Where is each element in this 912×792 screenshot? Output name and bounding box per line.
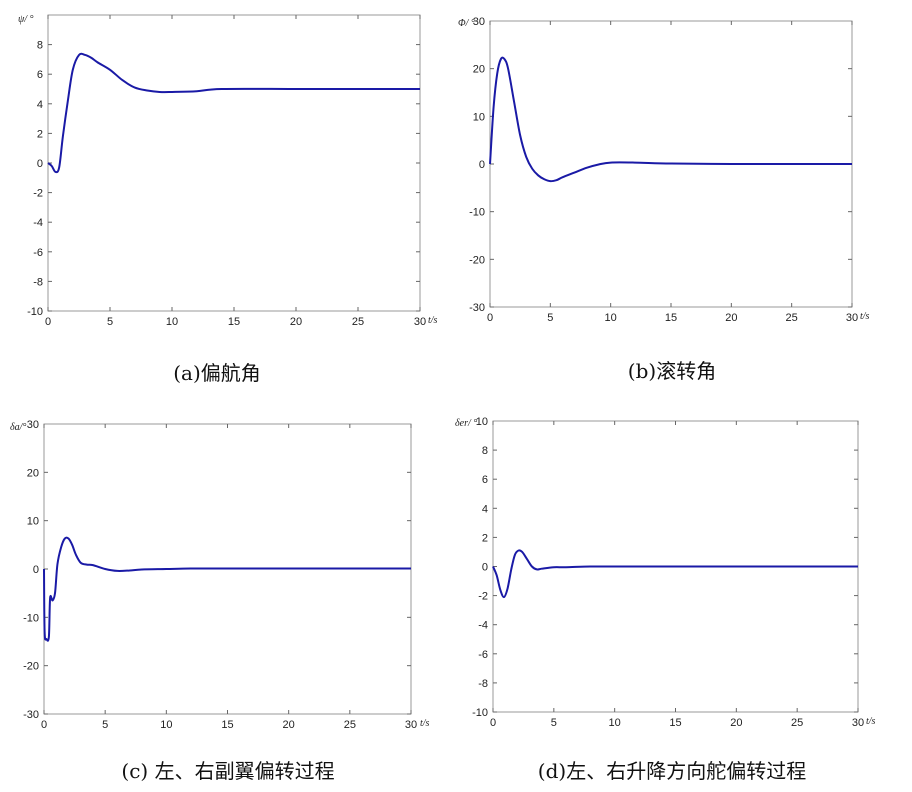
y-tick-label: 2 <box>482 532 488 544</box>
y-tick-label: -2 <box>478 591 488 603</box>
x-tick-label: 5 <box>102 719 108 731</box>
x-axis-label: t/s <box>420 718 430 729</box>
x-tick-label: 0 <box>487 312 493 324</box>
y-tick-label: 0 <box>482 562 488 574</box>
y-tick-label: 10 <box>476 416 488 428</box>
y-tick-label: 20 <box>473 64 485 76</box>
y-tick-label: 30 <box>27 419 39 431</box>
y-tick-label: -30 <box>469 302 485 314</box>
y-tick-label: -20 <box>23 661 39 673</box>
x-tick-label: 20 <box>725 312 737 324</box>
x-tick-label: 5 <box>107 316 113 328</box>
x-tick-label: 5 <box>551 717 557 729</box>
y-tick-label: 6 <box>37 69 43 81</box>
x-tick-label: 10 <box>605 312 617 324</box>
y-tick-label: 0 <box>33 564 39 576</box>
x-tick-label: 0 <box>41 719 47 731</box>
x-tick-label: 0 <box>45 316 51 328</box>
chart-caption: (c) 左、右副翼偏转过程 <box>121 759 334 783</box>
chart-panel-0: 0 5 10 15 20 25 30 -10 -8 -6 -4 -2 0 2 4 6 8 ψ/ ° t/s (a)偏航… <box>18 14 438 385</box>
y-tick-label: -8 <box>33 276 43 288</box>
y-tick-label: -8 <box>478 678 488 690</box>
y-axis-label: ψ/ ° <box>18 14 34 25</box>
y-tick-label: -10 <box>469 207 485 219</box>
x-tick-label: 15 <box>228 316 240 328</box>
y-axis-label: δer/ ° <box>455 418 477 429</box>
y-tick-label: -4 <box>478 620 488 632</box>
plot-area <box>47 14 421 312</box>
y-tick-label: 10 <box>473 111 485 123</box>
chart-caption: (b)滚转角 <box>628 359 716 383</box>
x-tick-label: 30 <box>846 312 858 324</box>
y-tick-label: 6 <box>482 474 488 486</box>
x-tick-label: 10 <box>609 717 621 729</box>
y-tick-label: -6 <box>33 247 43 259</box>
y-tick-label: 10 <box>27 516 39 528</box>
y-tick-label: -10 <box>23 612 39 624</box>
x-tick-label: 25 <box>791 717 803 729</box>
x-tick-label: 15 <box>669 717 681 729</box>
x-tick-label: 15 <box>221 719 233 731</box>
x-tick-label: 10 <box>166 316 178 328</box>
x-axis-label: t/s <box>428 315 438 326</box>
y-tick-label: -10 <box>27 306 43 318</box>
y-tick-label: -30 <box>23 709 39 721</box>
y-tick-label: 4 <box>37 99 43 111</box>
y-tick-label: 4 <box>482 503 488 515</box>
x-tick-label: 10 <box>160 719 172 731</box>
chart-caption: (a)偏航角 <box>173 361 261 385</box>
x-tick-label: 15 <box>665 312 677 324</box>
y-axis-label: Φ/ ° <box>458 18 475 29</box>
x-axis-label: t/s <box>860 311 870 322</box>
y-tick-label: -6 <box>478 649 488 661</box>
x-tick-label: 5 <box>547 312 553 324</box>
x-tick-label: 30 <box>852 717 864 729</box>
chart-caption: (d)左、右升降方向舵偏转过程 <box>538 759 806 783</box>
x-tick-label: 0 <box>490 717 496 729</box>
series-line-0 <box>47 52 420 174</box>
x-tick-label: 20 <box>283 719 295 731</box>
y-tick-label: -2 <box>33 188 43 200</box>
x-tick-label: 30 <box>414 316 426 328</box>
x-tick-label: 20 <box>290 316 302 328</box>
x-tick-label: 25 <box>344 719 356 731</box>
x-tick-label: 25 <box>786 312 798 324</box>
x-tick-label: 30 <box>405 719 417 731</box>
y-tick-label: -4 <box>33 217 43 229</box>
y-tick-label: 2 <box>37 128 43 140</box>
series-line-0 <box>492 549 858 599</box>
y-axis-label: δa/° <box>10 422 26 433</box>
y-tick-label: 8 <box>482 445 488 457</box>
y-tick-label: -10 <box>472 707 488 719</box>
series-line-0 <box>43 536 411 642</box>
y-tick-label: 30 <box>473 16 485 28</box>
x-tick-label: 20 <box>730 717 742 729</box>
series-line-0 <box>489 56 852 183</box>
y-tick-label: 0 <box>37 158 43 170</box>
y-tick-label: 0 <box>479 159 485 171</box>
y-tick-label: 8 <box>37 40 43 52</box>
y-tick-label: 20 <box>27 467 39 479</box>
x-axis-label: t/s <box>866 716 876 727</box>
y-tick-label: -20 <box>469 254 485 266</box>
x-tick-label: 25 <box>352 316 364 328</box>
